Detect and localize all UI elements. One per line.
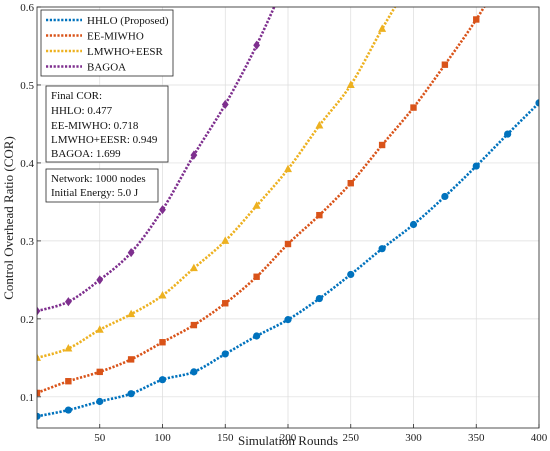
- series-ee-miwho: [37, 7, 486, 397]
- data-point-hhlo-proposed: [504, 130, 512, 138]
- data-point-hhlo-proposed: [441, 192, 449, 201]
- data-point-hhlo-proposed: [284, 316, 292, 324]
- series-lmwho-eesr: [37, 7, 397, 361]
- series-line-bagoa: [37, 7, 276, 313]
- data-point-bagoa: [96, 275, 104, 285]
- y-tick-label: 0.3: [20, 236, 34, 248]
- data-point-hhlo-proposed: [378, 245, 386, 253]
- x-tick-label: 350: [468, 432, 485, 444]
- data-point-hhlo-proposed: [409, 220, 418, 229]
- data-point-ee-miwho: [65, 378, 72, 385]
- data-point-hhlo-proposed: [37, 412, 41, 420]
- data-point-bagoa: [64, 297, 72, 307]
- data-point-lmwho-eesr: [378, 24, 387, 32]
- data-point-hhlo-proposed: [535, 99, 539, 107]
- y-tick-label: 0.6: [20, 2, 34, 14]
- data-point-ee-miwho: [284, 240, 292, 248]
- data-point-ee-miwho: [190, 321, 198, 329]
- legend-label-hhlo-proposed: HHLO (Proposed): [87, 15, 169, 27]
- data-point-lmwho-eesr: [284, 164, 292, 173]
- data-point-hhlo-proposed: [347, 270, 355, 279]
- data-point-ee-miwho: [127, 356, 135, 363]
- data-point-hhlo-proposed: [127, 390, 135, 398]
- legend-label-ee-miwho: EE-MIWHO: [87, 31, 144, 43]
- x-tick-label: 100: [154, 432, 171, 444]
- data-point-hhlo-proposed: [221, 350, 229, 358]
- data-point-lmwho-eesr: [37, 353, 41, 361]
- data-point-ee-miwho: [441, 61, 449, 68]
- data-point-lmwho-eesr: [346, 80, 355, 88]
- data-point-lmwho-eesr: [95, 325, 104, 333]
- series-layer: [37, 7, 539, 420]
- data-point-hhlo-proposed: [190, 368, 198, 376]
- network-info-frame: [45, 168, 159, 203]
- network-info-nodes: Network: 1000 nodes: [51, 173, 146, 185]
- data-point-ee-miwho: [96, 368, 103, 376]
- data-point-bagoa: [253, 40, 261, 50]
- final-cor-line-ee-miwho: EE-MIWHO: 0.718: [51, 120, 139, 132]
- final-cor-frame: [45, 85, 169, 163]
- x-tick-label: 50: [94, 432, 106, 444]
- data-point-bagoa: [37, 306, 41, 316]
- y-axis-title: Control Overhead Ratio (COR): [1, 136, 16, 300]
- data-point-ee-miwho: [222, 300, 229, 307]
- data-point-lmwho-eesr: [189, 263, 198, 272]
- data-point-ee-miwho: [378, 141, 386, 149]
- data-point-lmwho-eesr: [127, 309, 136, 318]
- y-tick-label: 0.4: [20, 158, 34, 170]
- data-point-bagoa: [190, 150, 198, 160]
- y-tick-label: 0.5: [20, 80, 34, 92]
- data-point-ee-miwho: [347, 179, 354, 187]
- final-cor-heading: Final COR:: [51, 90, 102, 102]
- y-tick-label: 0.1: [20, 392, 34, 404]
- x-tick-label: 300: [405, 432, 422, 444]
- data-point-hhlo-proposed: [253, 332, 261, 340]
- x-tick-label: 200: [280, 432, 297, 444]
- data-point-lmwho-eesr: [315, 121, 324, 129]
- data-point-hhlo-proposed: [472, 162, 480, 170]
- legend-label-bagoa: BAGOA: [87, 62, 126, 74]
- axis-ticks: 50 100 150 200 250 300 350 400 0.1 0.2 0.3 0.4 0.5 0.…: [20, 2, 548, 444]
- data-point-ee-miwho: [473, 16, 480, 23]
- series-bagoa: [37, 7, 276, 316]
- data-point-bagoa: [221, 99, 229, 110]
- data-point-lmwho-eesr: [158, 290, 167, 299]
- legend-label-lmwho-eesr: LMWHO+EESR: [87, 46, 164, 58]
- final-cor-line-hhlo: HHLO: 0.477: [51, 105, 113, 117]
- x-axis-title: Simulation Rounds: [238, 433, 338, 448]
- x-tick-label: 250: [343, 432, 360, 444]
- legend: HHLO (Proposed) EE-MIWHO LMWHO+EESR BAGOA: [40, 9, 174, 77]
- data-point-hhlo-proposed: [64, 406, 72, 414]
- data-point-ee-miwho: [410, 104, 417, 111]
- data-point-ee-miwho: [37, 389, 41, 397]
- final-cor-box: Final COR: HHLO: 0.477 EE-MIWHO: 0.718 L…: [45, 85, 169, 163]
- data-point-hhlo-proposed: [158, 376, 167, 384]
- data-point-bagoa: [159, 205, 166, 215]
- y-tick-label: 0.2: [20, 314, 34, 326]
- x-tick-label: 150: [217, 432, 234, 444]
- series-hhlo-proposed: [37, 99, 539, 420]
- final-cor-line-bagoa: BAGOA: 1.699: [51, 148, 121, 160]
- data-point-ee-miwho: [316, 211, 323, 219]
- network-info-energy: Initial Energy: 5.0 J: [51, 187, 139, 199]
- data-point-ee-miwho: [253, 273, 260, 280]
- network-info-box: Network: 1000 nodes Initial Energy: 5.0 …: [45, 168, 159, 203]
- data-point-hhlo-proposed: [96, 397, 104, 406]
- data-point-hhlo-proposed: [315, 294, 323, 303]
- data-point-lmwho-eesr: [64, 343, 73, 352]
- data-point-lmwho-eesr: [221, 236, 230, 244]
- final-cor-line-lmwho: LMWHO+EESR: 0.949: [51, 134, 158, 146]
- x-tick-label: 400: [531, 432, 548, 444]
- data-point-ee-miwho: [159, 339, 166, 346]
- data-point-bagoa: [127, 247, 135, 258]
- data-point-lmwho-eesr: [252, 201, 261, 209]
